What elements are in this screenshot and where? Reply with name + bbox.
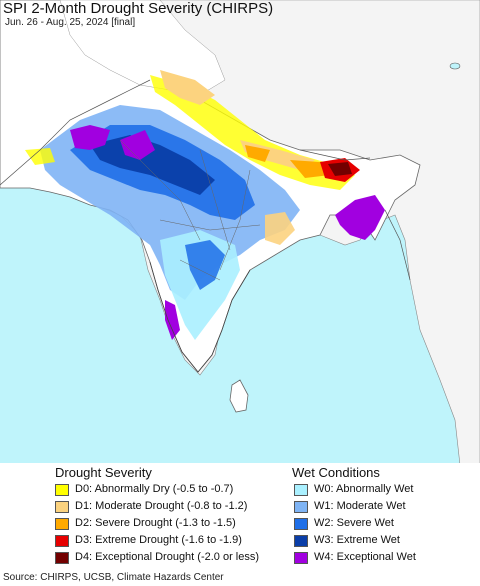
wet-swatch-w4: [294, 552, 308, 564]
wet-label-w1: W1: Moderate Wet: [314, 500, 406, 512]
drought-swatch-d4: [55, 552, 69, 564]
wet-swatch-w1: [294, 501, 308, 513]
peninsula-coast: [149, 261, 251, 373]
sri-lanka: [229, 379, 249, 413]
drought-d0-east: [265, 212, 295, 245]
drought-legend-title: Drought Severity: [55, 465, 152, 480]
legend: Drought Severity Wet Conditions D0: Abno…: [0, 463, 480, 571]
drought-map: SPI 2-Month Drought Severity (CHIRPS) Ju…: [0, 0, 480, 465]
state-borders: [119, 139, 261, 281]
drought-swatch-d1: [55, 501, 69, 513]
wet-w4-westcoast: [165, 300, 180, 340]
drought-label-d0: D0: Abnormally Dry (-0.5 to -0.7): [75, 483, 234, 495]
wet-legend-title: Wet Conditions: [292, 465, 380, 480]
wet-label-w3: W3: Extreme Wet: [314, 534, 400, 546]
wet-w4-northeast: [335, 195, 385, 240]
drought-label-d3: D3: Extreme Drought (-1.6 to -1.9): [75, 534, 242, 546]
wet-swatch-w3: [294, 535, 308, 547]
wet-swatch-w2: [294, 518, 308, 530]
wet-label-w0: W0: Abnormally Wet: [314, 483, 414, 495]
map-title: SPI 2-Month Drought Severity (CHIRPS): [3, 0, 274, 17]
wet-w3-central: [90, 135, 215, 195]
drought-label-d1: D1: Moderate Drought (-0.8 to -1.2): [75, 500, 248, 512]
map-graphic: [0, 0, 480, 465]
drought-swatch-d0: [55, 484, 69, 496]
drought-d4-north: [328, 162, 352, 176]
drought-swatch-d2: [55, 518, 69, 530]
lake-marker: [449, 62, 461, 70]
drought-swatch-d3: [55, 535, 69, 547]
wet-label-w2: W2: Severe Wet: [314, 517, 394, 529]
drought-d2-north: [245, 145, 330, 178]
wet-label-w4: W4: Exceptional Wet: [314, 551, 416, 563]
wet-swatch-w0: [294, 484, 308, 496]
drought-d0-west: [25, 148, 55, 165]
drought-label-d2: D2: Severe Drought (-1.3 to -1.5): [75, 517, 236, 529]
source-credit: Source: CHIRPS, UCSB, Climate Hazards Ce…: [3, 572, 224, 583]
drought-label-d4: D4: Exceptional Drought (-2.0 or less): [75, 551, 260, 563]
country-borders: [0, 79, 411, 281]
drought-d1-north: [160, 70, 315, 170]
wet-w4-west: [70, 125, 155, 160]
map-subtitle: Jun. 26 - Aug. 25, 2024 [final]: [5, 17, 136, 28]
